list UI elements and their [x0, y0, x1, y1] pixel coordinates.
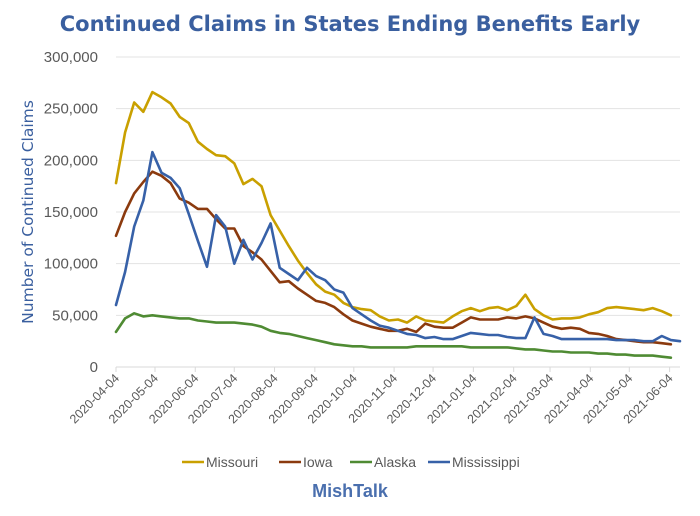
series-line-alaska — [114, 311, 673, 360]
series-line-iowa — [114, 170, 673, 346]
y-tick-label: 100,000 — [44, 256, 98, 273]
legend-label: Mississippi — [452, 454, 520, 470]
legend: Missouri Iowa Alaska Mississippi — [182, 454, 520, 470]
series-line-missouri — [114, 90, 673, 324]
series-line-mississippi — [114, 150, 682, 343]
gridlines — [116, 56, 680, 316]
legend-label: Iowa — [303, 454, 333, 470]
y-axis-label: Number of Continued Claims — [19, 100, 37, 324]
legend-item-iowa: Iowa — [279, 454, 333, 470]
y-tick-label: 150,000 — [44, 204, 98, 221]
y-axis-ticks: 0 50,000 100,000 150,000 200,000 250,000 300,0… — [44, 49, 98, 376]
y-tick-label: 300,000 — [44, 49, 98, 66]
legend-label: Alaska — [374, 454, 416, 470]
x-axis: 2020-04-042020-05-042020-06-042020-07-04… — [67, 366, 680, 426]
y-tick-label: 200,000 — [44, 152, 98, 169]
legend-item-alaska: Alaska — [350, 454, 416, 470]
y-tick-label: 50,000 — [52, 307, 98, 324]
legend-label: Missouri — [206, 454, 258, 470]
source-label: MishTalk — [312, 481, 389, 501]
y-tick-label: 250,000 — [44, 101, 98, 118]
y-tick-label: 0 — [90, 359, 98, 376]
legend-item-mississippi: Mississippi — [428, 454, 520, 470]
chart-title: Continued Claims in States Ending Benefi… — [60, 12, 641, 36]
legend-item-missouri: Missouri — [182, 454, 258, 470]
series-lines — [114, 90, 682, 360]
